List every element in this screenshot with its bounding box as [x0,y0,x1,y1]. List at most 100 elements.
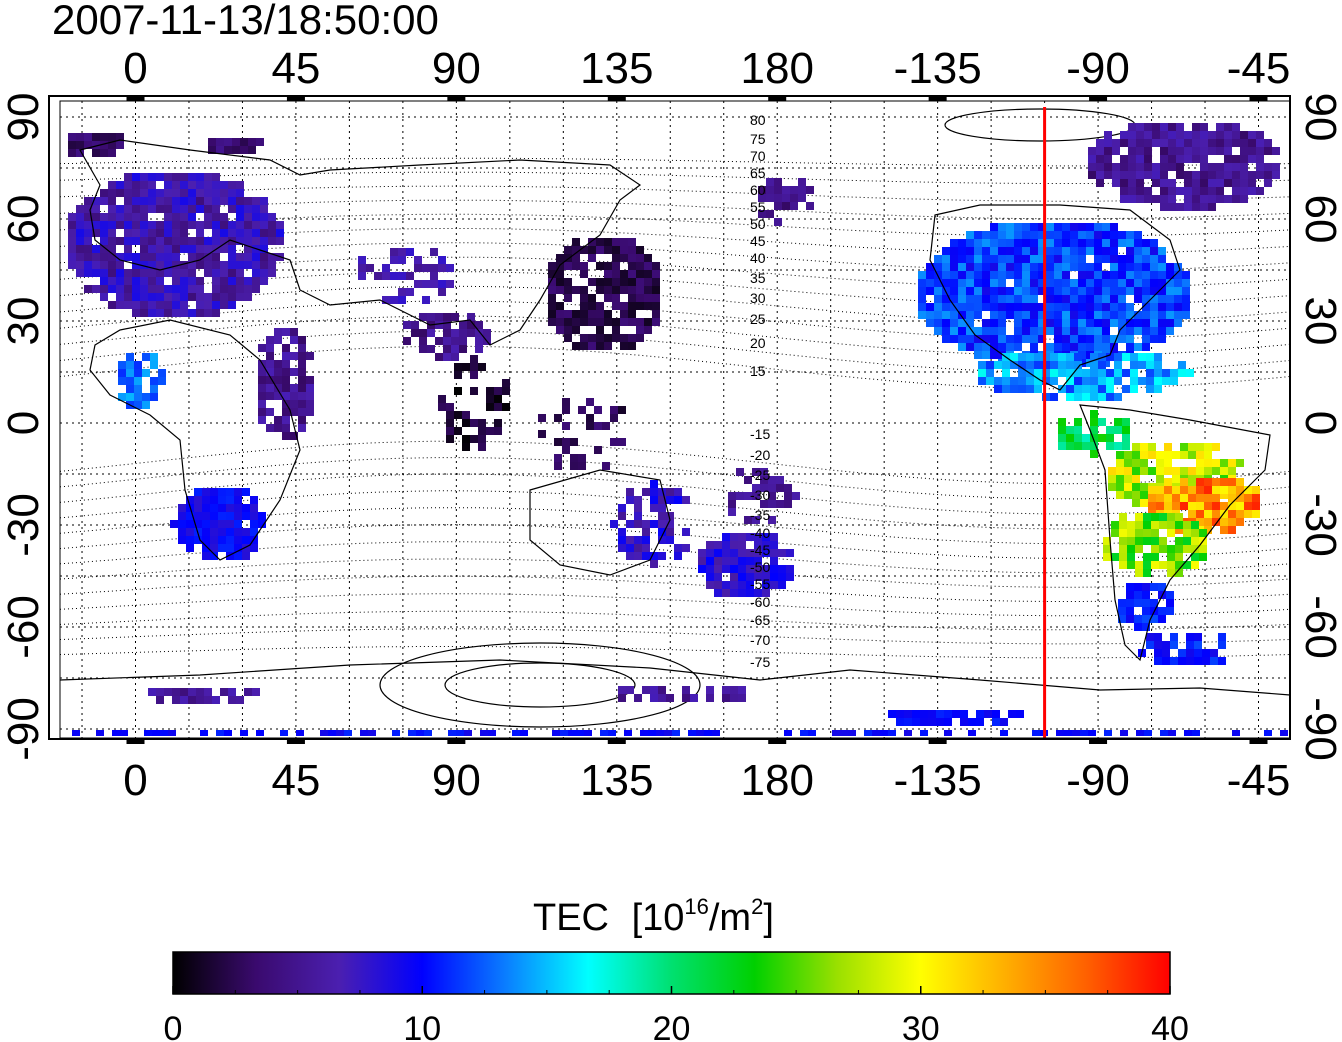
contour-line [60,315,1290,357]
tec-cell [1078,303,1086,311]
tec-cell [132,253,140,261]
tec-cell [1111,521,1119,529]
tec-cell [1118,335,1126,343]
tec-cell [1167,521,1175,529]
right-lat-tick-label: 30 [1296,297,1342,346]
tec-cell [1134,247,1142,255]
tec-cell [92,133,100,141]
tec-cell [840,730,848,736]
tec-cell [658,496,666,504]
tec-cell [1046,327,1054,335]
tec-cell [202,512,210,520]
tec-cell [1110,239,1118,247]
tec-cell [1046,311,1054,319]
tec-cell [462,411,470,419]
tec-cell [76,149,84,157]
tec-cell [100,229,108,237]
tec-cell [658,552,666,560]
tec-cell [1167,513,1175,521]
tec-cell [934,327,942,335]
tec-cell [236,261,244,269]
tec-cell [1119,513,1127,521]
tec-cell [986,377,994,385]
tec-cell [1174,263,1182,271]
tec-cell [1132,499,1140,507]
tec-cell [148,197,156,205]
tec-cell [228,181,236,189]
tec-cell [918,311,926,319]
tec-cell [1186,657,1194,665]
top-tick-mark [126,96,145,101]
tec-cell [1114,393,1122,401]
tec-cell [584,730,592,736]
tec-cell [1116,467,1124,475]
tec-cell [236,253,244,261]
tec-cell [658,536,666,544]
tec-cell [628,238,636,246]
tec-cell [1038,327,1046,335]
tec-cell [1106,442,1114,450]
contour-label: -60 [750,594,770,610]
tec-cell [164,301,172,309]
tec-cell [240,146,248,154]
coastlines [60,139,1290,696]
tec-cell [682,686,690,694]
tec-cell [1030,247,1038,255]
tec-cell [628,334,636,342]
tec-cell [260,205,268,213]
tec-cell [1184,147,1192,155]
bottom-lon-tick-label: 45 [271,756,320,805]
tec-cell [204,253,212,261]
tec-cell [1070,327,1078,335]
tec-cell [68,229,76,237]
tec-cell [1164,494,1172,502]
tec-cell [1116,483,1124,491]
tec-cell [226,536,234,544]
tec-cell [1191,537,1199,545]
tec-cell [1110,263,1118,271]
top-tick-mark [447,96,466,101]
tec-cell [1228,467,1236,475]
tec-cell [124,213,132,221]
tec-cell [650,496,658,504]
tec-cell [1158,255,1166,263]
tec-cell [562,406,570,414]
tec-cell [298,392,306,400]
tec-cell [1162,641,1170,649]
tec-cell [150,353,158,361]
tec-cell [212,277,220,285]
tec-cell [164,221,172,229]
tec-cell [1142,247,1150,255]
tec-cell [1160,195,1168,203]
tec-cell [770,533,778,541]
tec-cell [258,344,266,352]
tec-cell [462,363,470,371]
tec-cell [596,318,604,326]
tec-cell [1062,327,1070,335]
tec-cell [1158,327,1166,335]
tec-cell [132,261,140,269]
top-lon-tick-label: 0 [123,44,147,93]
tec-cell [156,189,164,197]
tec-cell [960,710,968,718]
tec-cell [998,327,1006,335]
tec-cell [1096,155,1104,163]
tec-cell [124,253,132,261]
tec-cell [752,484,760,492]
tec-cell [1118,599,1126,607]
tec-cell [758,210,766,218]
tec-cell [124,197,132,205]
tec-cell [422,264,430,272]
tec-cell [1086,271,1094,279]
tec-cell [628,294,636,302]
tec-cell [1168,155,1176,163]
tec-cell [204,237,212,245]
tec-cell [1134,295,1142,303]
top-tick-mark [1089,96,1108,101]
tec-cell [736,492,744,500]
tec-cell [768,476,776,484]
tec-cell [1183,561,1191,569]
tec-cell [1022,327,1030,335]
tec-cell [1128,163,1136,171]
tec-cell [124,245,132,253]
